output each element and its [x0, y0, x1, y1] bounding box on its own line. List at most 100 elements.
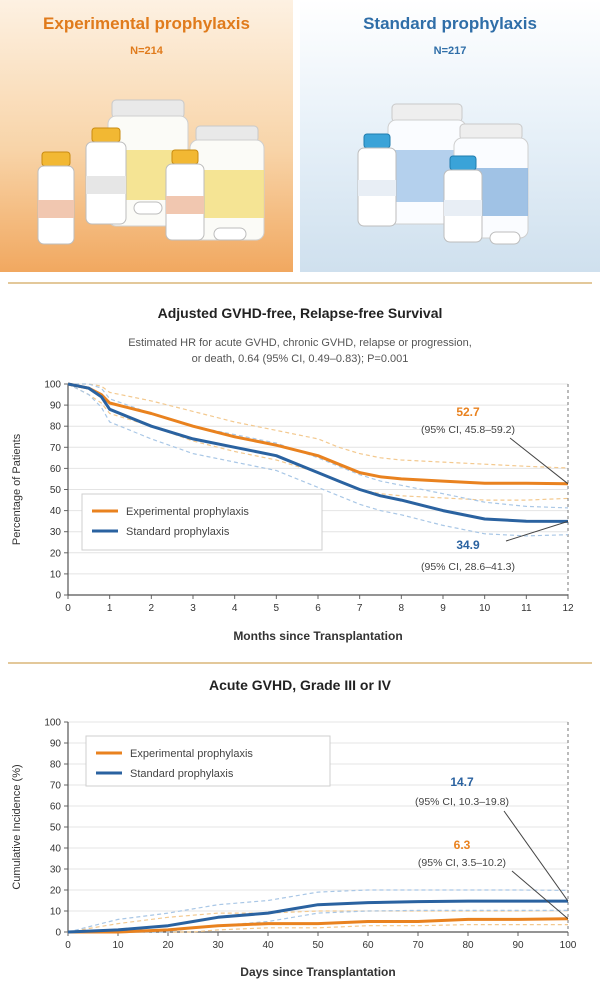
chart-subtitle-line: or death, 0.64 (95% CI, 0.49–0.83); P=0.… [192, 353, 409, 365]
legend-label: Experimental prophylaxis [126, 506, 249, 518]
x-tick-label: 20 [162, 940, 174, 951]
series-line-standard [67, 382, 569, 523]
x-tick-label: 9 [440, 603, 446, 614]
series-line-standard [67, 899, 568, 934]
y-tick-label: 50 [50, 485, 62, 496]
end-value-label: 34.9 [456, 538, 480, 552]
end-ci-label: (95% CI, 10.3–19.8) [415, 796, 509, 808]
legend-box [81, 493, 323, 551]
experimental-n: N=214 [130, 45, 163, 57]
chart-title: Acute GVHD, Grade III or IV [209, 677, 392, 693]
y-tick-label: 30 [50, 527, 62, 538]
chart-subtitle-line: Estimated HR for acute GVHD, chronic GVH… [128, 337, 472, 349]
y-tick-label: 100 [44, 718, 61, 729]
y-axis-label: Percentage of Patients [11, 433, 23, 545]
vial-mid-icon [85, 127, 127, 225]
section-divider [8, 282, 592, 284]
y-tick-label: 30 [50, 865, 62, 876]
x-tick-label: 1 [107, 603, 113, 614]
vial-right-icon [443, 155, 483, 243]
annotation-leader-line [505, 520, 569, 542]
x-tick-label: 7 [357, 603, 363, 614]
ci-lower-line [68, 909, 568, 933]
x-tick-label: 4 [232, 603, 238, 614]
x-tick-label: 60 [362, 940, 374, 951]
x-tick-label: 90 [512, 940, 524, 951]
x-tick-label: 10 [479, 603, 491, 614]
y-tick-label: 80 [50, 760, 62, 771]
y-tick-label: 20 [50, 548, 62, 559]
ci-upper-line [68, 383, 569, 509]
x-tick-label: 100 [560, 940, 577, 951]
y-tick-label: 90 [50, 739, 62, 750]
standard-panel: Standard prophylaxis N=217 [300, 0, 600, 272]
x-tick-label: 30 [212, 940, 224, 951]
x-tick-label: 6 [315, 603, 321, 614]
x-tick-label: 80 [462, 940, 474, 951]
legend-label: Experimental prophylaxis [130, 748, 253, 760]
ci-upper-line [68, 383, 569, 469]
x-tick-label: 5 [274, 603, 280, 614]
annotation-leader-line [511, 870, 569, 920]
y-tick-label: 20 [50, 886, 62, 897]
y-tick-label: 60 [50, 464, 62, 475]
series-line-experimental [67, 382, 569, 486]
legend-label: Standard prophylaxis [126, 526, 230, 538]
y-tick-label: 70 [50, 443, 62, 454]
x-tick-label: 0 [65, 940, 71, 951]
legend-label: Standard prophylaxis [130, 768, 234, 780]
y-tick-label: 60 [50, 802, 62, 813]
y-axis-label: Cumulative Incidence (%) [11, 764, 23, 889]
vial-left-icon [357, 133, 397, 227]
grfs-survival-chart: Adjusted GVHD-free, Relapse-free Surviva… [11, 305, 574, 643]
x-tick-label: 50 [312, 940, 324, 951]
end-ci-label: (95% CI, 45.8–59.2) [421, 424, 515, 436]
experimental-panel: Experimental prophylaxis N=214 [0, 0, 293, 272]
x-tick-label: 12 [562, 603, 574, 614]
x-tick-label: 2 [149, 603, 155, 614]
end-value-label: 52.7 [456, 405, 480, 419]
x-tick-label: 11 [521, 603, 532, 614]
y-tick-label: 0 [55, 591, 61, 602]
series-line-experimental [68, 917, 569, 934]
annotation-leader-line [509, 437, 569, 485]
x-tick-label: 3 [190, 603, 196, 614]
x-tick-label: 70 [412, 940, 424, 951]
x-tick-label: 10 [112, 940, 124, 951]
annotation-leader-line [503, 810, 569, 902]
standard-title: Standard prophylaxis [363, 14, 537, 33]
y-tick-label: 40 [50, 844, 62, 855]
chart-title: Adjusted GVHD-free, Relapse-free Surviva… [158, 305, 443, 321]
y-tick-label: 90 [50, 401, 62, 412]
vial-right-icon [165, 149, 205, 241]
experimental-title: Experimental prophylaxis [43, 14, 250, 33]
pill-icon [133, 201, 247, 241]
y-tick-label: 80 [50, 422, 62, 433]
acute-gvhd-chart: Acute GVHD, Grade III or IV 0 10 20 30 40 50 60… [11, 677, 577, 979]
end-ci-label: (95% CI, 28.6–41.3) [421, 561, 515, 573]
vial-left-icon [37, 151, 75, 245]
pill-icon [489, 231, 521, 245]
experimental-drug-bottles-illustration [37, 99, 265, 245]
x-axis-label: Days since Transplantation [240, 965, 395, 979]
legend-box [85, 735, 331, 787]
y-tick-label: 10 [50, 907, 62, 918]
ci-upper-line [67, 889, 569, 933]
ci-lower-line [67, 383, 569, 537]
end-ci-label: (95% CI, 3.5–10.2) [418, 857, 506, 869]
y-tick-label: 0 [55, 928, 61, 939]
end-value-label: 6.3 [454, 838, 471, 852]
standard-n: N=217 [433, 45, 467, 57]
y-tick-label: 40 [50, 506, 62, 517]
x-tick-label: 40 [262, 940, 274, 951]
y-tick-label: 10 [50, 569, 62, 580]
x-axis-label: Months since Transplantation [233, 629, 402, 643]
section-divider [8, 662, 592, 664]
y-tick-label: 70 [50, 781, 62, 792]
x-tick-label: 0 [65, 603, 71, 614]
x-tick-label: 8 [399, 603, 405, 614]
standard-drug-bottles-illustration [357, 103, 529, 245]
y-tick-label: 100 [44, 380, 61, 391]
y-tick-label: 50 [50, 823, 62, 834]
end-value-label: 14.7 [450, 775, 474, 789]
